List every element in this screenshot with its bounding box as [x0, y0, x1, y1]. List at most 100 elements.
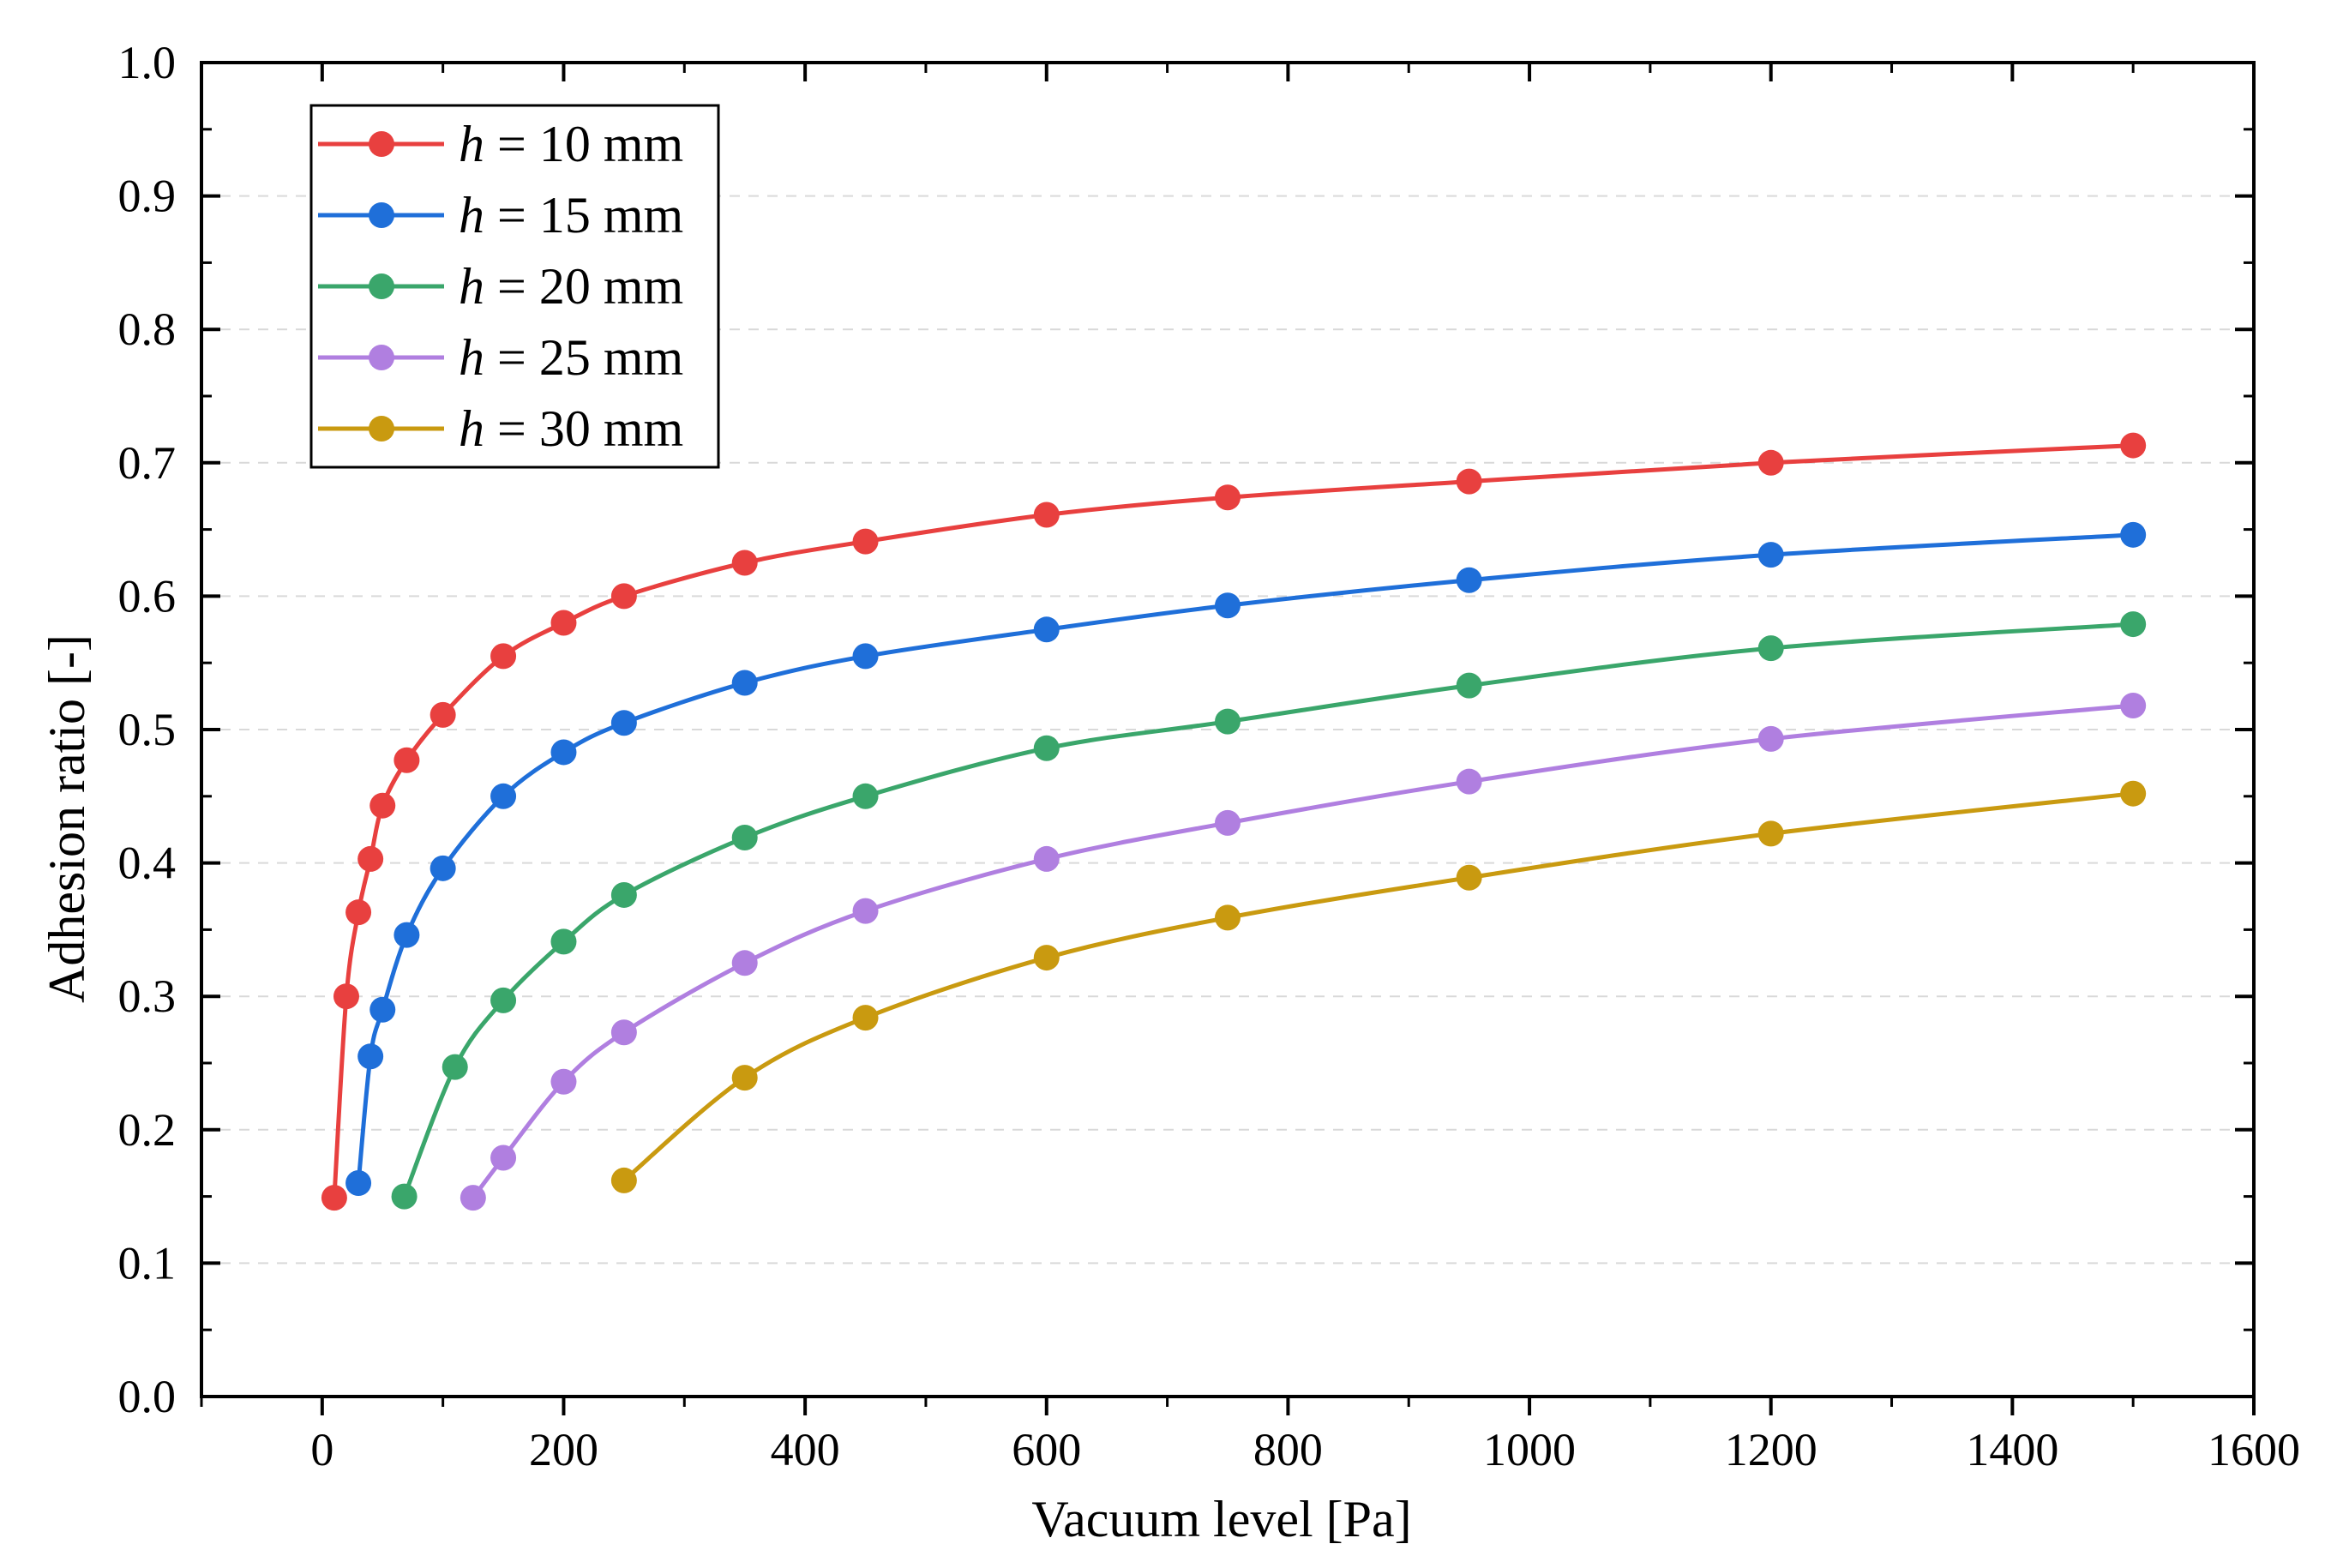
- data-point: [610, 1019, 637, 1046]
- data-point: [1456, 567, 1482, 593]
- y-tick-label: 0.3: [118, 970, 177, 1022]
- legend-variable: h: [459, 116, 484, 172]
- data-point: [345, 899, 372, 926]
- data-point: [1757, 542, 1784, 568]
- data-point: [1757, 449, 1784, 476]
- legend-variable: h: [459, 258, 484, 315]
- x-axis-title: Vacuum level [Pa]: [1031, 1491, 1411, 1547]
- data-point: [490, 643, 517, 670]
- data-point: [1215, 484, 1241, 511]
- y-tick-label: 0.7: [118, 437, 177, 489]
- legend-label: h = 15 mm: [459, 187, 683, 243]
- data-point: [1033, 845, 1060, 872]
- data-point: [345, 1170, 372, 1197]
- data-point: [1456, 672, 1482, 699]
- data-point: [430, 701, 456, 728]
- y-tick-label: 0.6: [118, 570, 177, 622]
- data-point: [610, 1167, 637, 1193]
- legend-label: h = 20 mm: [459, 258, 683, 315]
- data-point: [1033, 735, 1060, 761]
- series-2: [345, 521, 2147, 1197]
- legend-value: = 15 mm: [484, 187, 683, 243]
- data-point: [1215, 904, 1241, 931]
- y-tick-label: 0.8: [118, 303, 177, 355]
- data-point: [2120, 611, 2147, 638]
- data-point: [369, 792, 396, 819]
- data-point: [852, 783, 879, 809]
- x-tick-label: 1400: [1966, 1424, 2058, 1475]
- x-tick-label: 400: [771, 1424, 840, 1475]
- data-point: [357, 845, 384, 872]
- data-point: [852, 528, 879, 555]
- data-point: [490, 1144, 517, 1171]
- data-point: [610, 710, 637, 736]
- series-4: [460, 692, 2147, 1211]
- data-point: [394, 922, 420, 948]
- y-tick-label: 0.5: [118, 704, 177, 755]
- data-point: [1033, 502, 1060, 528]
- data-point: [1757, 725, 1784, 752]
- y-tick-label: 0.1: [118, 1237, 177, 1289]
- x-tick-label: 600: [1012, 1424, 1081, 1475]
- legend-variable: h: [459, 400, 484, 457]
- legend-value: = 30 mm: [484, 400, 683, 457]
- series-line: [471, 703, 2134, 1199]
- legend-marker: [369, 202, 394, 228]
- data-point: [1215, 809, 1241, 836]
- data-point: [333, 983, 359, 1010]
- data-point: [731, 950, 758, 976]
- legend: h = 10 mmh = 15 mmh = 20 mmh = 25 mmh = …: [309, 104, 720, 469]
- data-point: [490, 783, 517, 809]
- y-tick-label: 0.9: [118, 171, 177, 222]
- x-tick-label: 0: [310, 1424, 333, 1475]
- data-point: [550, 610, 577, 636]
- data-point: [2120, 692, 2147, 718]
- legend-label: h = 30 mm: [459, 400, 683, 457]
- data-point: [394, 747, 420, 773]
- series-layer: [321, 432, 2147, 1211]
- x-tick-label: 800: [1253, 1424, 1323, 1475]
- data-point: [2120, 432, 2147, 459]
- y-tick-label: 0.2: [118, 1104, 177, 1156]
- legend-variable: h: [459, 187, 484, 243]
- data-point: [852, 898, 879, 924]
- data-point: [610, 881, 637, 908]
- legend-marker: [369, 345, 394, 370]
- data-point: [1757, 635, 1784, 662]
- data-point: [1215, 592, 1241, 619]
- series-3: [391, 611, 2147, 1210]
- data-point: [731, 825, 758, 851]
- legend-value: = 25 mm: [484, 329, 683, 386]
- series-line: [356, 532, 2134, 1184]
- legend-marker: [369, 273, 394, 299]
- data-point: [357, 1043, 384, 1070]
- x-tick-label: 1600: [2208, 1424, 2300, 1475]
- data-point: [731, 550, 758, 576]
- legend-marker: [369, 416, 394, 442]
- legend-marker: [369, 131, 394, 157]
- data-point: [550, 1068, 577, 1095]
- data-point: [1757, 820, 1784, 847]
- data-point: [852, 1005, 879, 1031]
- x-tick-label: 200: [529, 1424, 598, 1475]
- y-tick-label: 0.0: [118, 1371, 177, 1422]
- y-axis-title: Adhesion ratio [-]: [39, 634, 95, 1003]
- data-point: [369, 996, 396, 1023]
- data-point: [852, 643, 879, 670]
- axes-layer: 0.0 0.1 0.2 0.3 0.4 0.5 0.6 0.7 0.8 0.9 1.0 0 200 400…: [118, 37, 2301, 1475]
- data-point: [1033, 616, 1060, 643]
- series-line: [402, 622, 2134, 1198]
- data-point: [731, 1065, 758, 1091]
- data-point: [321, 1185, 347, 1211]
- x-tick-label: 1200: [1725, 1424, 1817, 1475]
- data-point: [550, 928, 577, 955]
- data-point: [1456, 768, 1482, 795]
- series-5: [610, 780, 2147, 1193]
- legend-label: h = 25 mm: [459, 329, 683, 386]
- y-tick-label: 0.4: [118, 838, 177, 889]
- data-point: [1033, 945, 1060, 971]
- data-point: [1456, 468, 1482, 495]
- data-point: [550, 739, 577, 766]
